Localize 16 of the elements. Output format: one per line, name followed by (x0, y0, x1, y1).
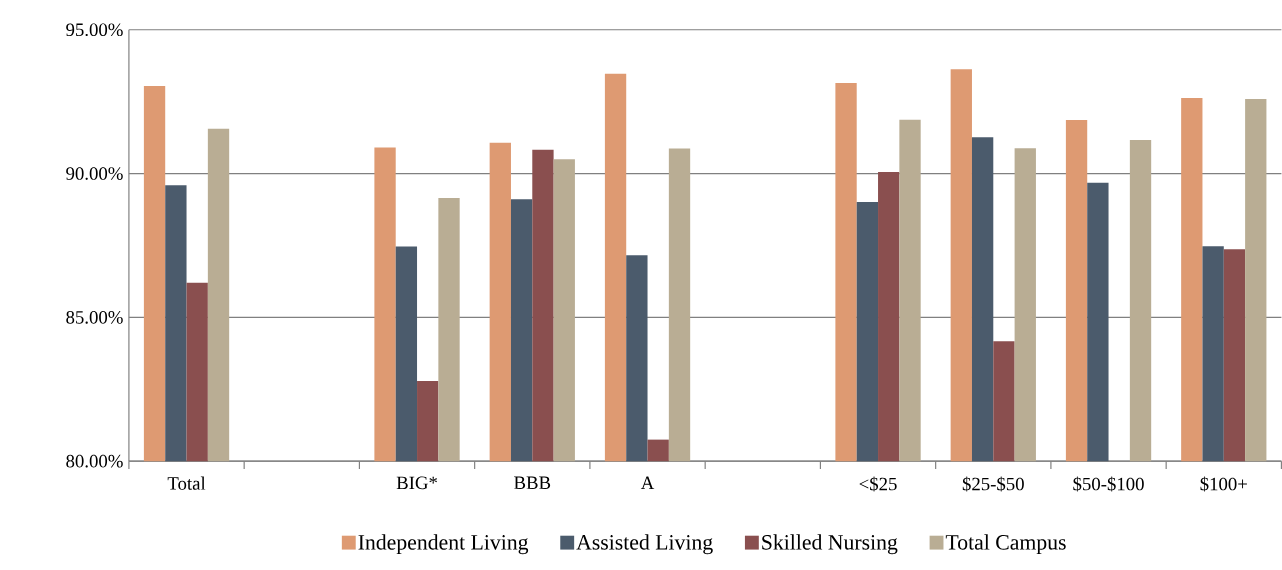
y-tick-label: 95.00% (66, 23, 123, 36)
legend-label: Skilled Nursing (762, 534, 898, 554)
legend-label: Assisted Living (576, 534, 713, 554)
y-tick-label: 90.00% (66, 167, 123, 180)
x-tick-label: BBB (514, 476, 551, 489)
x-tick-label: Total (167, 476, 206, 490)
x-tick-label: <$25 (859, 476, 897, 492)
legend-label: Independent Living (358, 534, 529, 554)
y-tick-label: 80.00% (66, 454, 123, 468)
legend-label: Total Campus (945, 534, 1066, 554)
x-tick-label: $100+ (1200, 476, 1247, 492)
x-tick-label: BIG* (396, 476, 437, 490)
x-tick-label: $25-$50 (962, 476, 1024, 492)
y-tick-label: 85.00% (66, 310, 123, 324)
x-tick-label: A (640, 476, 655, 489)
x-tick-label: $50-$100 (1073, 476, 1144, 492)
